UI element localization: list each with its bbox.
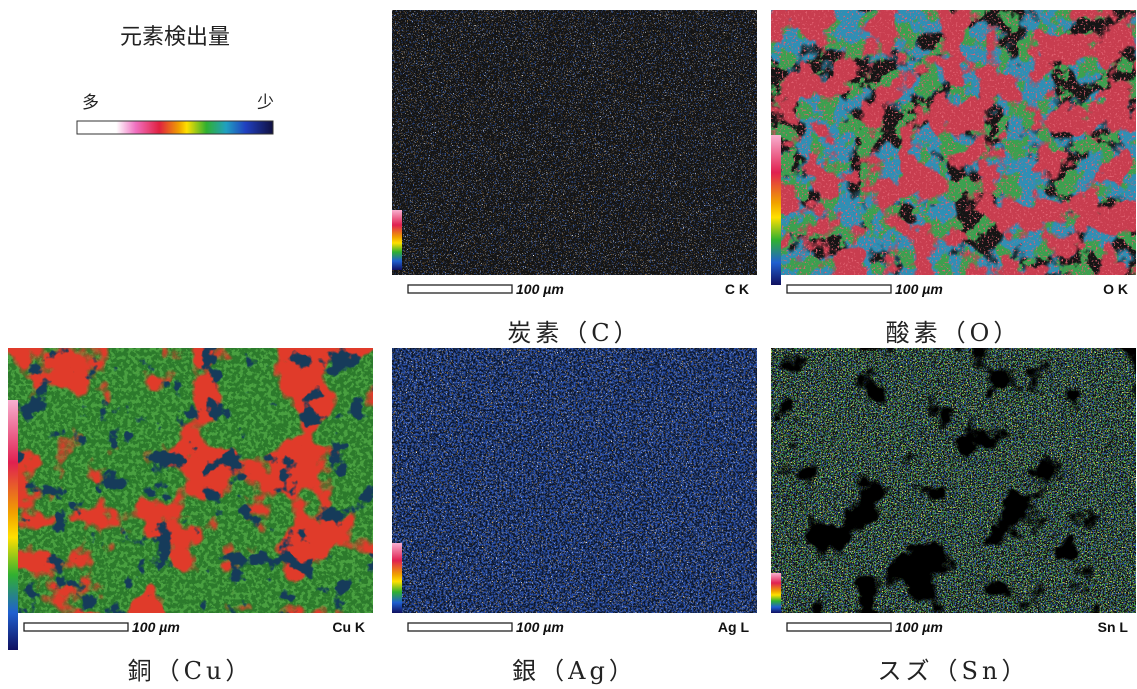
color-scale — [392, 210, 402, 270]
scale-label: 100 µm — [895, 281, 943, 297]
map-texture — [392, 348, 757, 613]
panel-caption: 銅（Cu） — [128, 657, 254, 685]
color-scale — [771, 135, 781, 285]
panel-caption: 銀（Ag） — [512, 657, 637, 685]
panel-caption: スズ（Sn） — [878, 657, 1030, 685]
signal-line: Cu K — [332, 619, 365, 635]
signal-line: C K — [725, 281, 749, 297]
map-texture — [8, 348, 373, 613]
map-panel: 100 µm Sn L スズ（Sn） — [771, 348, 1136, 685]
map-panel: 100 µm Cu K 銅（Cu） — [8, 348, 373, 685]
scale-label: 100 µm — [516, 619, 564, 635]
map-texture — [771, 348, 1136, 613]
signal-line: Ag L — [718, 619, 750, 635]
legend-high: 多 — [82, 93, 99, 113]
legend-low: 少 — [257, 93, 274, 113]
scale-bar — [24, 623, 128, 631]
signal-line: O K — [1103, 281, 1128, 297]
map-texture — [392, 10, 757, 275]
color-scale — [8, 400, 18, 650]
scale-label: 100 µm — [516, 281, 564, 297]
panels: 100 µm C K 炭素（C） 100 µm O K 酸素（O） 100 µm Cu K 銅（… — [8, 10, 1136, 685]
map-texture — [771, 10, 1136, 275]
scale-bar — [408, 623, 512, 631]
color-scale — [771, 573, 781, 613]
color-scale — [392, 543, 402, 613]
map-panel: 100 µm Ag L 銀（Ag） — [392, 348, 757, 685]
panel-caption: 炭素（C） — [507, 319, 641, 347]
legend-bar — [77, 121, 273, 134]
figure: 元素検出量 多 少 100 µmC K炭素（C）100 µmO K酸素（O）10… — [0, 0, 1137, 689]
map-panel: 100 µm C K 炭素（C） — [392, 10, 757, 347]
scale-bar — [408, 285, 512, 293]
scale-label: 100 µm — [132, 619, 180, 635]
signal-line: Sn L — [1098, 619, 1129, 635]
scale-bar — [787, 285, 891, 293]
legend-title: 元素検出量 — [120, 25, 230, 50]
panel-caption: 酸素（O） — [886, 319, 1022, 347]
map-panel: 100 µm O K 酸素（O） — [771, 10, 1136, 347]
scale-bar — [787, 623, 891, 631]
scale-label: 100 µm — [895, 619, 943, 635]
